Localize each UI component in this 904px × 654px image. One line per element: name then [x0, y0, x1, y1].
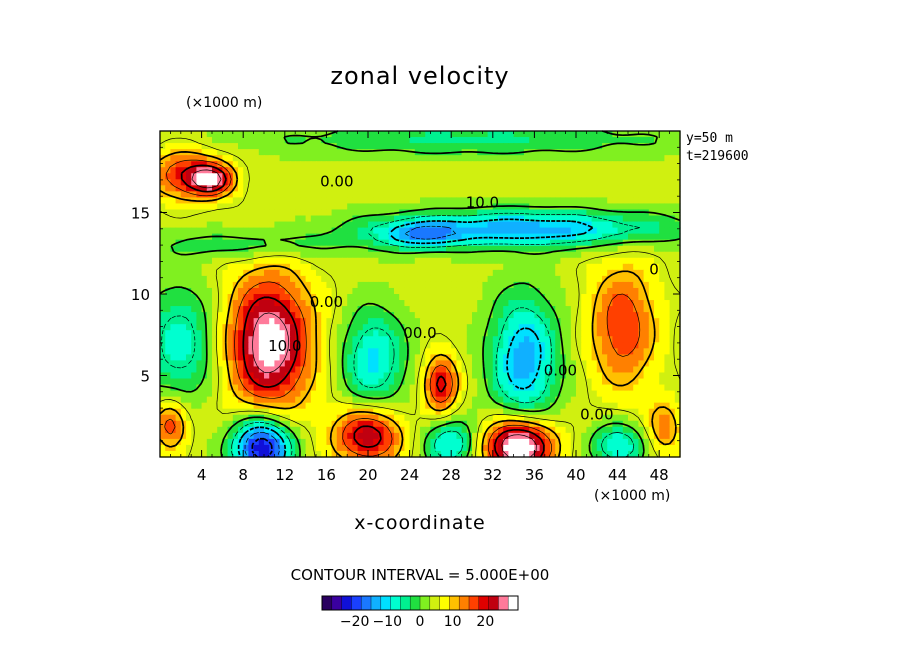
- colorbar-swatch: [429, 596, 440, 610]
- x-tick-label-48: 48: [650, 466, 669, 484]
- colorbar-swatch: [390, 596, 401, 610]
- contour-pos15: [164, 159, 641, 458]
- contour-label-1: 10.0: [466, 194, 499, 212]
- x-tick-label-24: 24: [400, 466, 419, 484]
- x-axis-unit: (×1000 m): [594, 488, 671, 504]
- chart-title: zonal velocity: [330, 62, 510, 90]
- y-tick-label-10: 10: [131, 286, 150, 304]
- depth-label: y=50 m: [686, 131, 733, 146]
- contour-label-3: 0.00: [310, 293, 343, 311]
- contour-label-5: 0.00: [544, 362, 577, 380]
- x-tick-label-32: 32: [483, 466, 502, 484]
- colorbar-tick-label-3: 10: [444, 614, 462, 630]
- x-tick-label-12: 12: [275, 466, 294, 484]
- contour-pos5: [159, 137, 681, 458]
- colorbar-swatch: [498, 596, 509, 610]
- contour-lines: [159, 130, 681, 458]
- colorbar-swatch: [469, 596, 480, 610]
- contour-neg10: [237, 218, 594, 458]
- x-tick-label-28: 28: [442, 466, 461, 484]
- x-tick-label-20: 20: [358, 466, 377, 484]
- colorbar-swatch: [361, 596, 372, 610]
- colorbar-swatch: [439, 596, 450, 610]
- colorbar: −20 −10 0 10 20: [321, 595, 519, 630]
- colorbar-tick-label-0: −20: [340, 614, 370, 630]
- colorbar-swatch: [400, 596, 411, 610]
- colorbar-tick-label-4: 20: [476, 614, 494, 630]
- time-label: t=219600: [686, 149, 749, 164]
- x-tick-label-4: 4: [197, 466, 207, 484]
- colorbar-swatch: [341, 596, 352, 610]
- x-tick-label-44: 44: [608, 466, 627, 484]
- contour-pos25: [191, 169, 537, 458]
- colorbar-swatch: [410, 596, 421, 610]
- colorbar-tick-label-2: 0: [416, 614, 425, 630]
- y-axis-unit: (×1000 m): [186, 95, 263, 111]
- contour-labels: 0.00 10.0 10.0 0.00 00.0 0.00 0.00 0: [268, 172, 659, 423]
- colorbar-swatch: [322, 596, 333, 610]
- contour-neg5: [161, 212, 640, 458]
- contour-label-6: 0.00: [580, 406, 613, 424]
- x-tick-label-16: 16: [317, 466, 336, 484]
- x-axis-label: x-coordinate: [354, 512, 486, 534]
- colorbar-swatch: [488, 596, 499, 610]
- colorbar-swatch: [351, 596, 362, 610]
- contour-pos20: [180, 164, 545, 458]
- x-tick-label-40: 40: [566, 466, 585, 484]
- colorbar-swatch: [331, 596, 342, 610]
- colorbar-swatch: [478, 596, 489, 610]
- contour-label-0: 0.00: [320, 172, 353, 190]
- contour-interval-label: CONTOUR INTERVAL = 5.000E+00: [290, 566, 550, 584]
- colorbar-swatch: [459, 596, 470, 610]
- colorbar-swatch: [420, 596, 431, 610]
- y-tick-label-15: 15: [131, 205, 150, 223]
- contour-neg15: [244, 225, 456, 458]
- colorbar-swatch: [380, 596, 391, 610]
- y-tick-label-5: 5: [140, 368, 150, 386]
- colorbar-swatch: [449, 596, 460, 610]
- contour-label-7: 0: [649, 260, 659, 278]
- velocity-field: [160, 131, 681, 458]
- contour-label-2: 10.0: [268, 337, 301, 355]
- x-tick-label-36: 36: [525, 466, 544, 484]
- colorbar-swatch: [371, 596, 382, 610]
- x-tick-label-8: 8: [238, 466, 248, 484]
- contour-pos10: [159, 151, 677, 458]
- contour-label-4: 00.0: [403, 324, 436, 342]
- colorbar-tick-label-1: −10: [373, 614, 403, 630]
- colorbar-swatch: [508, 596, 519, 610]
